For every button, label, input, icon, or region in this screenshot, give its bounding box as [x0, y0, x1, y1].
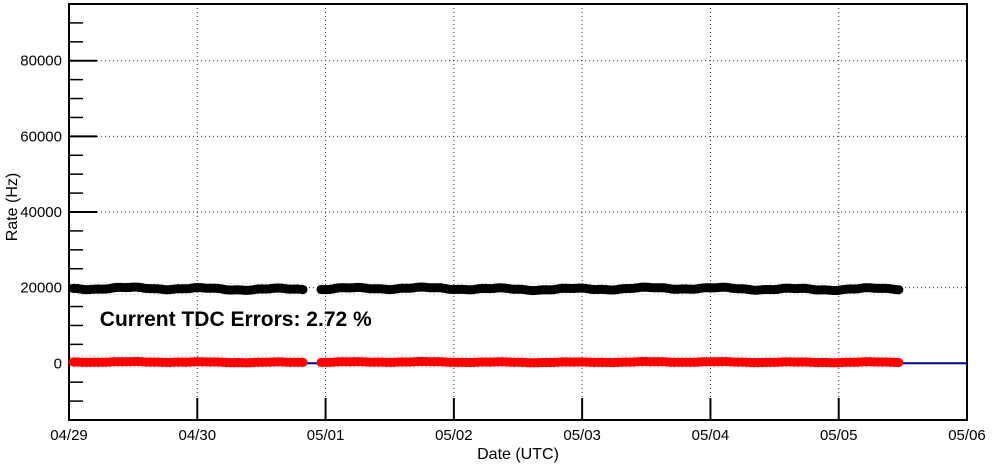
series-tdc-error-rate-band — [68, 357, 308, 368]
x-tick-label: 05/02 — [435, 427, 473, 444]
y-tick-label: 20000 — [20, 280, 62, 297]
x-tick-label: 05/06 — [948, 427, 986, 444]
series-tdc-error-rate-band — [316, 357, 904, 368]
series-event-rate-band — [68, 282, 308, 295]
tdc-errors-annotation: Current TDC Errors: 2.72 % — [100, 308, 372, 331]
y-tick-label: 40000 — [20, 204, 62, 221]
x-tick-label: 05/04 — [692, 427, 730, 444]
y-axis-title: Rate (Hz) — [4, 173, 21, 241]
y-tick-label: 80000 — [20, 53, 62, 70]
x-tick-label: 04/30 — [179, 427, 217, 444]
y-tick-label: 60000 — [20, 128, 62, 145]
plot-frame — [68, 3, 968, 421]
y-tick-label: 0 — [54, 355, 62, 372]
series-event-rate-band — [316, 282, 904, 296]
x-tick-label: 05/03 — [563, 427, 601, 444]
x-tick-label: 05/01 — [307, 427, 345, 444]
x-tick-label: 04/29 — [50, 427, 88, 444]
x-axis-title: Date (UTC) — [477, 446, 559, 463]
x-tick-label: 05/05 — [820, 427, 858, 444]
